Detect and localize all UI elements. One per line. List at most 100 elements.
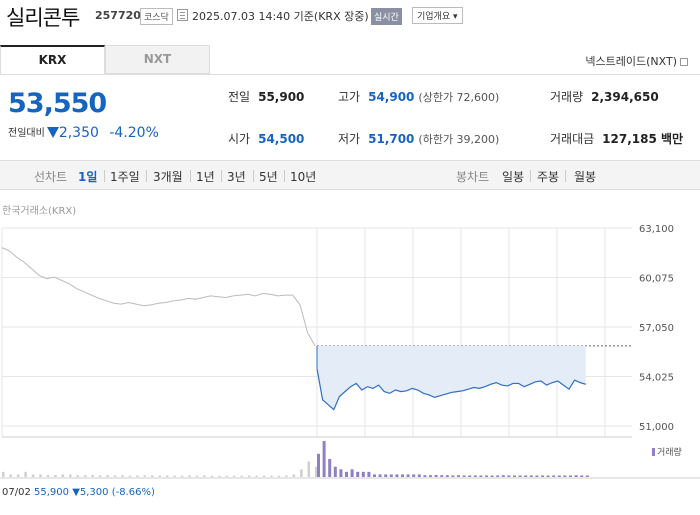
volume-bar-today <box>574 475 578 477</box>
volume-bar-today <box>389 474 393 477</box>
volume-bar-today <box>541 475 544 477</box>
nav-divider <box>221 170 222 182</box>
volume-bar-prev <box>121 475 124 477</box>
volume-bar-today <box>429 475 432 477</box>
period-weekly-candle[interactable]: 주봉 <box>537 170 560 184</box>
change-amount: 2,350 <box>58 125 99 141</box>
volume-bar-prev <box>195 475 199 477</box>
quote-datetime: 2025.07.03 14:40 기준(KRX 장중) <box>192 10 369 23</box>
volume-bar-prev <box>270 475 273 477</box>
y-tick-label: 57,050 <box>639 323 674 334</box>
tab-nxt[interactable]: NXT <box>105 45 210 74</box>
nav-divider <box>565 170 566 182</box>
volume-bar-prev <box>158 475 161 477</box>
stat-volume: 거래량 2,394,650 <box>550 88 659 105</box>
volume-bar-today <box>490 475 494 477</box>
tab-krx[interactable]: KRX <box>0 45 105 74</box>
prev-day-info: 07/02 55,900 ▼5,300 (-8.66%) <box>2 487 155 498</box>
series-line-prev-day <box>1 247 316 347</box>
volume-bar-today <box>373 474 376 477</box>
period-5y[interactable]: 5년 <box>259 170 278 184</box>
stat-value: 54,900 <box>368 90 415 104</box>
prev-close: 55,900 <box>34 487 70 498</box>
volume-bar-today <box>401 474 404 477</box>
volume-legend: 거래량 <box>652 445 682 458</box>
company-info-button[interactable]: 기업개요 ▾ <box>412 7 463 24</box>
volume-bar-prev <box>225 475 229 477</box>
exchange-label: 한국거래소(KRX) <box>2 206 77 217</box>
period-daily-candle[interactable]: 일봉 <box>502 170 525 184</box>
volume-bar-prev <box>315 466 318 477</box>
stat-value: 54,500 <box>258 132 305 146</box>
volume-bar-today <box>445 475 449 477</box>
volume-bar-prev <box>307 461 311 477</box>
volume-bar-prev <box>16 474 20 477</box>
volume-bar-prev <box>188 475 191 477</box>
volume-bar-today <box>345 471 348 477</box>
volume-bar-today <box>529 475 533 477</box>
volume-bar-today <box>473 475 477 477</box>
period-3y[interactable]: 3년 <box>227 170 246 184</box>
period-1w[interactable]: 1주일 <box>110 170 140 184</box>
volume-bar-prev <box>255 475 258 477</box>
volume-bar-prev <box>61 474 65 477</box>
volume-bar-today <box>350 469 354 477</box>
period-10y[interactable]: 10년 <box>290 170 317 184</box>
stat-label: 시가 <box>228 132 251 146</box>
period-3m[interactable]: 3개월 <box>153 170 183 184</box>
price-chart[interactable]: 63,10060,07557,05054,02551,00007/0310:00… <box>0 215 700 487</box>
volume-bar-today <box>501 475 505 477</box>
stat-value: 55,900 <box>258 90 305 104</box>
volume-bar-today <box>546 475 550 477</box>
nav-divider <box>253 170 254 182</box>
stat-high: 고가 54,900 (상한가 72,600) <box>338 88 499 105</box>
volume-bar-prev <box>24 471 27 477</box>
y-tick-label: 54,025 <box>639 373 674 384</box>
volume-bar-today <box>317 453 320 477</box>
volume-bar-today <box>356 471 360 477</box>
volume-bar-prev <box>247 475 251 477</box>
volume-bar-prev <box>165 475 169 477</box>
stat-label: 거래대금 <box>550 132 595 146</box>
volume-bar-today <box>378 474 382 477</box>
volume-bar-prev <box>151 475 154 477</box>
price-change: 전일대비 2,350 -4.20% <box>8 124 159 141</box>
volume-bar-prev <box>240 475 243 477</box>
volume-bar-today <box>585 475 589 477</box>
nav-divider <box>146 170 147 182</box>
volume-bar-today <box>557 475 561 477</box>
change-percent: -4.20% <box>109 125 159 141</box>
volume-bar-prev <box>76 475 80 477</box>
nextrade-link[interactable]: 넥스트레이드(NXT) <box>585 53 688 69</box>
volume-bar-today <box>580 475 584 477</box>
volume-bar-prev <box>143 475 147 477</box>
volume-bar-prev <box>98 475 102 477</box>
down-arrow-icon <box>46 127 59 138</box>
volume-bar-prev <box>300 469 303 477</box>
nav-divider <box>530 170 531 182</box>
volume-bar-prev <box>218 475 221 477</box>
document-icon <box>177 9 188 21</box>
market-tabs: KRX NXT <box>0 45 210 74</box>
volume-bar-today <box>451 475 455 477</box>
volume-bar-today <box>384 474 388 477</box>
volume-bar-today <box>412 474 416 477</box>
period-1d[interactable]: 1일 <box>78 170 98 184</box>
external-link-icon <box>680 58 688 66</box>
volume-bar-prev <box>277 475 281 477</box>
y-tick-label: 60,075 <box>639 274 674 285</box>
volume-bar-today <box>328 459 332 477</box>
volume-bar-prev <box>210 475 214 477</box>
volume-bar-today <box>417 474 421 477</box>
period-1y[interactable]: 1년 <box>196 170 215 184</box>
volume-bar-prev <box>285 475 288 477</box>
series-line-today <box>316 368 586 411</box>
volume-bar-prev <box>106 475 109 477</box>
volume-bar-today <box>462 475 466 477</box>
change-label: 전일대비 <box>8 128 45 139</box>
volume-bar-prev <box>46 475 50 477</box>
realtime-badge: 실시간 <box>371 8 402 25</box>
volume-bar-today <box>485 475 488 477</box>
period-monthly-candle[interactable]: 월봉 <box>574 170 597 184</box>
volume-bar-today <box>333 466 337 477</box>
